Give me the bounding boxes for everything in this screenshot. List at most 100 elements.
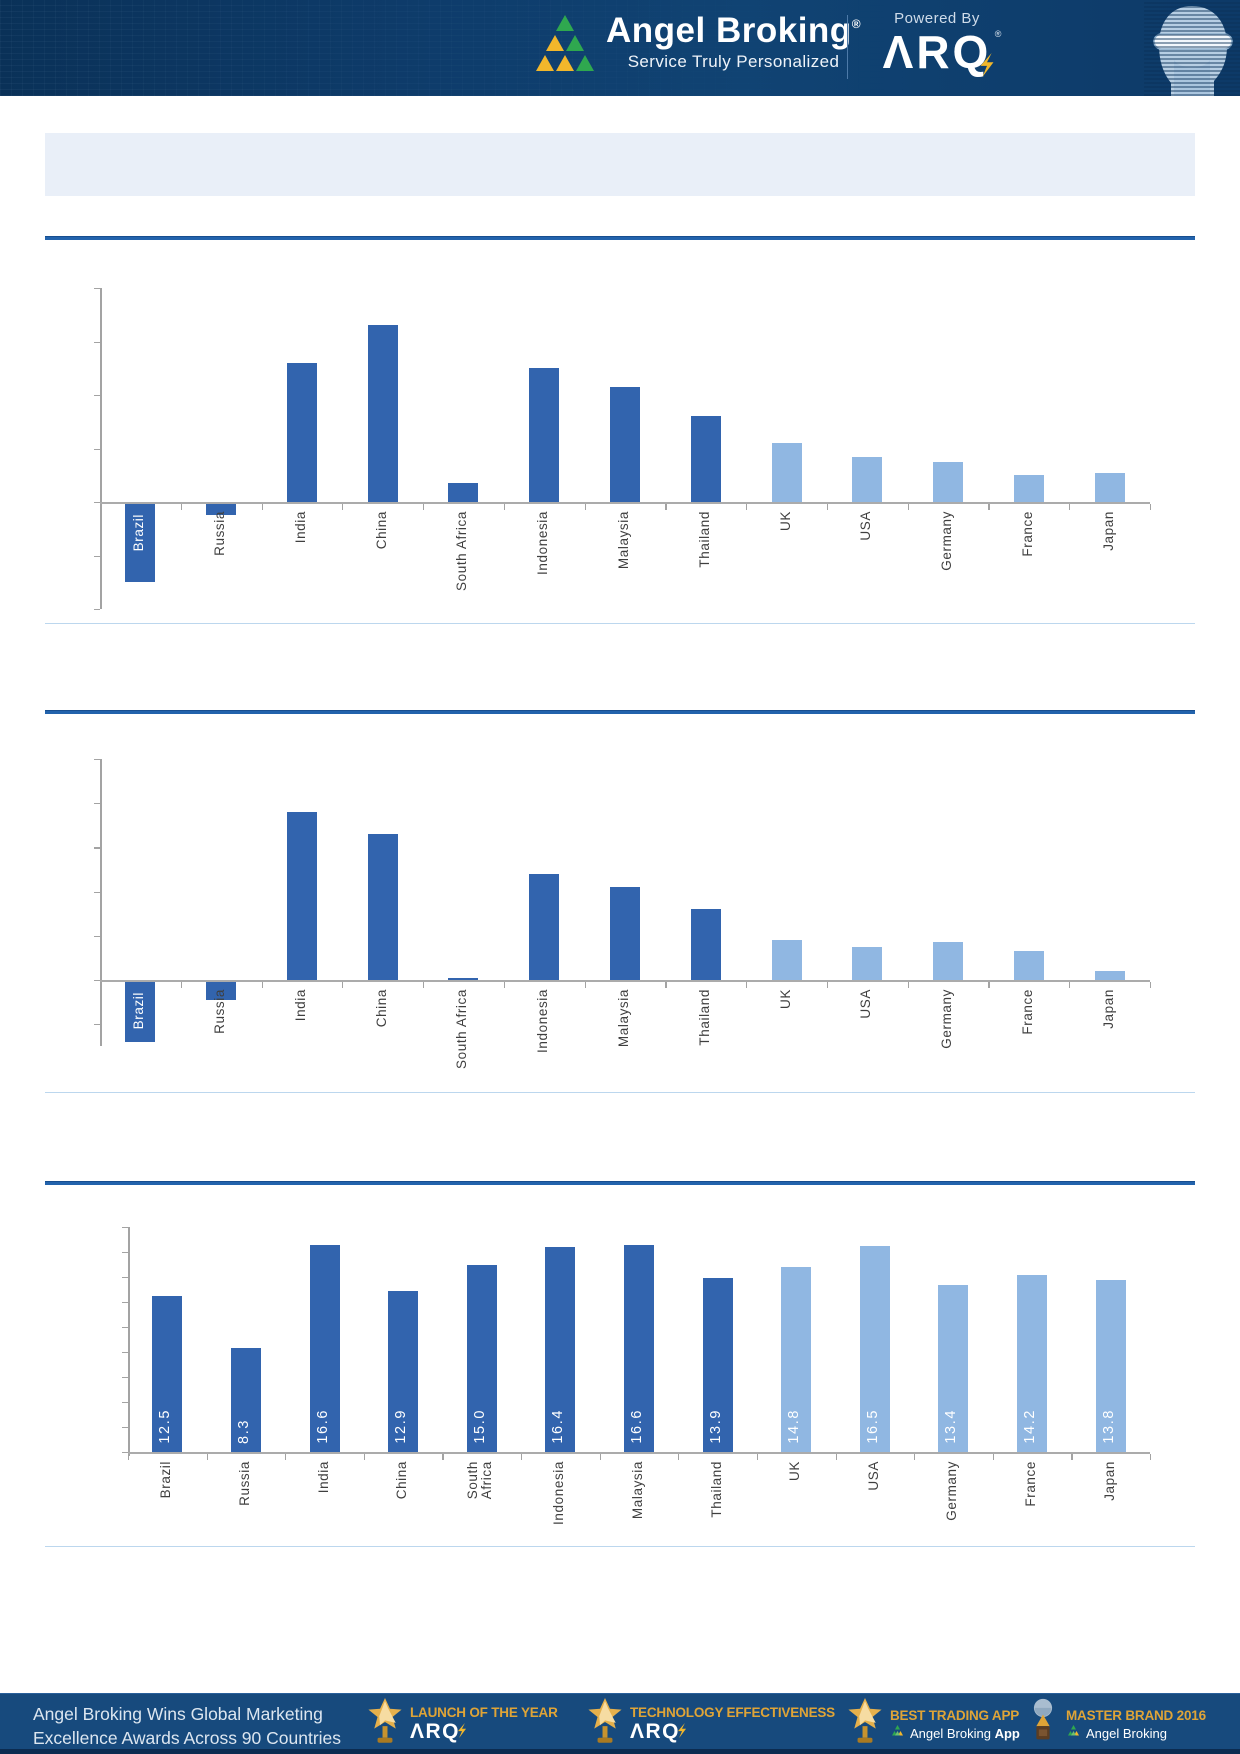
x-tick <box>285 1454 287 1460</box>
x-label-indonesia: Indonesia <box>551 1461 567 1525</box>
section-divider-3 <box>45 1181 1195 1185</box>
x-tick <box>261 504 263 510</box>
footer-headline: Angel Broking Wins Global Marketing Exce… <box>33 1702 341 1750</box>
digital-head-graphic <box>1144 0 1240 96</box>
x-tick <box>584 982 586 988</box>
x-label-china: China <box>373 511 389 550</box>
powered-by-label: Powered By <box>894 10 980 27</box>
y-tick <box>122 1252 128 1254</box>
x-tick <box>503 982 506 988</box>
y-tick <box>94 555 100 557</box>
y-tick <box>94 341 100 343</box>
bar-russia <box>230 1348 261 1452</box>
x-axis-baseline <box>100 502 1150 504</box>
x-tick <box>992 1454 994 1460</box>
x-tick <box>180 504 182 510</box>
x-axis-baseline <box>100 980 1150 982</box>
x-label-uk: UK <box>777 989 793 1009</box>
bar-russia <box>206 504 237 515</box>
award-brand-line: Angel Broking App <box>890 1725 1020 1741</box>
arq-logo-small: ΛRQ <box>630 1720 687 1743</box>
bar-germany <box>933 942 964 980</box>
section-separator-2 <box>45 1092 1195 1093</box>
lightning-bolt-icon <box>677 1723 687 1739</box>
x-label-germany: Germany <box>939 511 955 571</box>
x-label-france: France <box>1019 989 1035 1035</box>
x-tick <box>584 504 586 510</box>
bar-south-africa <box>448 977 479 980</box>
bar-china <box>367 834 398 980</box>
x-label-china: China <box>373 989 389 1028</box>
x-tick <box>1069 982 1071 988</box>
y-axis <box>100 759 102 1046</box>
x-label-brazil: Brazil <box>158 1461 174 1499</box>
x-label-south-africa: South Africa <box>454 511 470 591</box>
section-divider-1 <box>45 236 1195 240</box>
x-tick <box>914 1454 916 1460</box>
award-title: TECHNOLOGY EFFECTIVENESS <box>630 1705 835 1721</box>
bar-brazil <box>125 504 156 582</box>
bar-germany <box>938 1284 969 1452</box>
x-tick <box>1150 982 1152 988</box>
section-separator-3 <box>45 1546 1195 1547</box>
x-tick <box>665 982 667 988</box>
bar-thailand <box>690 909 721 980</box>
bar-value-label: 16.4 <box>550 1409 567 1444</box>
y-tick <box>122 1402 128 1404</box>
x-label-germany: Germany <box>944 1461 960 1521</box>
bar-indonesia <box>529 368 560 502</box>
x-label-malaysia: Malaysia <box>616 511 631 570</box>
bar-china <box>388 1290 419 1452</box>
star-trophy-icon <box>848 1698 882 1751</box>
x-tick <box>521 1454 523 1460</box>
bar-value-label: 14.2 <box>1022 1409 1039 1444</box>
x-label-russia: Russia <box>212 511 228 556</box>
x-tick <box>756 1454 759 1460</box>
y-tick <box>122 1227 128 1229</box>
bar-value-label: 13.8 <box>1100 1409 1117 1444</box>
bar-india <box>286 812 317 980</box>
x-tick <box>503 504 506 510</box>
powered-by-arq-block: Powered By ΛRQ ® <box>858 10 1016 77</box>
bar-china <box>367 325 398 502</box>
y-tick <box>122 1352 128 1354</box>
bar-value-label: 15.0 <box>471 1409 488 1444</box>
x-label-thailand: Thailand <box>696 989 712 1046</box>
footer-awards-banner: Angel Broking Wins Global Marketing Exce… <box>0 1693 1240 1750</box>
award-title: LAUNCH OF THE YEAR <box>410 1705 558 1721</box>
header-divider <box>847 15 848 79</box>
x-tick <box>835 1454 837 1460</box>
bar-uk <box>781 1267 812 1452</box>
x-tick <box>1150 504 1152 510</box>
x-tick <box>826 504 829 510</box>
y-tick <box>122 1452 128 1454</box>
x-tick <box>988 982 990 988</box>
bar-japan <box>1094 971 1125 980</box>
x-label-thailand: Thailand <box>696 511 712 568</box>
registered-mark: ® <box>851 17 862 31</box>
x-tick <box>665 504 667 510</box>
x-label-usa: USA <box>858 989 874 1019</box>
bar-value-label: 14.8 <box>786 1409 803 1444</box>
x-label-france: France <box>1023 1461 1039 1507</box>
angel-broking-mini-logo-icon <box>1066 1725 1086 1741</box>
x-label-brazil: Brazil <box>131 514 147 552</box>
bar-uk <box>771 940 802 980</box>
x-label-uk: UK <box>777 511 793 531</box>
x-label-malaysia: Malaysia <box>630 1461 645 1520</box>
x-tick <box>988 504 990 510</box>
x-tick <box>342 982 344 988</box>
x-tick <box>1069 504 1071 510</box>
x-tick <box>1150 1454 1152 1460</box>
bar-value-label: 8.3 <box>235 1419 252 1444</box>
award-badge-2: TECHNOLOGY EFFECTIVENESS ΛRQ <box>588 1698 835 1751</box>
y-tick <box>94 847 100 849</box>
y-tick <box>122 1377 128 1379</box>
x-tick <box>746 504 748 510</box>
x-tick <box>180 982 182 988</box>
x-tick <box>100 504 102 510</box>
x-label-brazil: Brazil <box>131 992 147 1030</box>
section-divider-2 <box>45 710 1195 714</box>
footer-headline-line2: Excellence Awards Across 90 Countries <box>33 1728 342 1749</box>
